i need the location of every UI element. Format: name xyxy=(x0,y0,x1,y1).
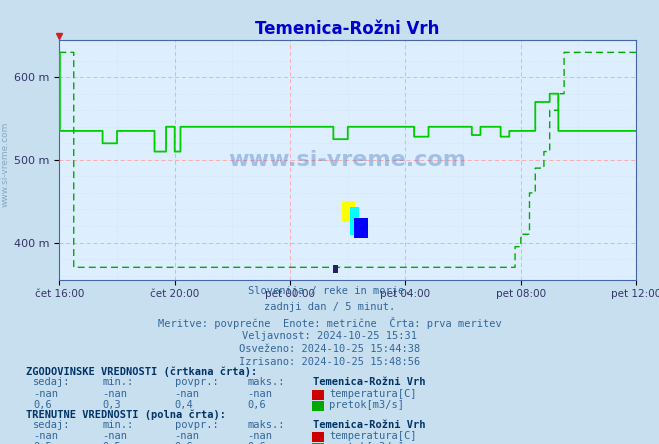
Text: TRENUTNE VREDNOSTI (polna črta):: TRENUTNE VREDNOSTI (polna črta): xyxy=(26,409,226,420)
Text: 0,5: 0,5 xyxy=(33,442,51,444)
Text: Meritve: povprečne  Enote: metrične  Črta: prva meritev: Meritve: povprečne Enote: metrične Črta:… xyxy=(158,317,501,329)
Text: Temenica-Rožni Vrh: Temenica-Rožni Vrh xyxy=(313,420,426,430)
Text: -nan: -nan xyxy=(33,388,58,399)
Text: povpr.:: povpr.: xyxy=(175,420,218,430)
Text: -nan: -nan xyxy=(33,431,58,441)
Text: 0,3: 0,3 xyxy=(102,400,121,410)
Text: -nan: -nan xyxy=(247,431,272,441)
Text: pretok[m3/s]: pretok[m3/s] xyxy=(330,400,405,410)
Text: -nan: -nan xyxy=(175,431,200,441)
Text: www.si-vreme.com: www.si-vreme.com xyxy=(1,122,10,207)
Text: www.si-vreme.com: www.si-vreme.com xyxy=(229,150,467,170)
Text: maks.:: maks.: xyxy=(247,377,285,388)
Text: sedaj:: sedaj: xyxy=(33,377,71,388)
Text: Temenica-Rožni Vrh: Temenica-Rožni Vrh xyxy=(313,377,426,388)
Text: min.:: min.: xyxy=(102,420,133,430)
Text: 0,6: 0,6 xyxy=(247,400,266,410)
Text: min.:: min.: xyxy=(102,377,133,388)
Title: Temenica-Rožni Vrh: Temenica-Rožni Vrh xyxy=(256,20,440,38)
Bar xyxy=(353,218,368,238)
Bar xyxy=(350,207,358,235)
Text: -nan: -nan xyxy=(175,388,200,399)
Text: 0,4: 0,4 xyxy=(175,400,193,410)
Text: 0,6: 0,6 xyxy=(33,400,51,410)
Text: Slovenija / reke in morje.: Slovenija / reke in morje. xyxy=(248,286,411,297)
Text: Osveženo: 2024-10-25 15:44:38: Osveženo: 2024-10-25 15:44:38 xyxy=(239,344,420,354)
Text: ZGODOVINSKE VREDNOSTI (črtkana črta):: ZGODOVINSKE VREDNOSTI (črtkana črta): xyxy=(26,366,258,377)
Bar xyxy=(333,265,337,273)
Text: temperatura[C]: temperatura[C] xyxy=(330,431,417,441)
Text: temperatura[C]: temperatura[C] xyxy=(330,388,417,399)
Text: 0,5: 0,5 xyxy=(102,442,121,444)
Text: pretok[m3/s]: pretok[m3/s] xyxy=(330,442,405,444)
Text: 0,6: 0,6 xyxy=(247,442,266,444)
Text: maks.:: maks.: xyxy=(247,420,285,430)
Text: 0,6: 0,6 xyxy=(175,442,193,444)
Text: -nan: -nan xyxy=(102,388,127,399)
Text: -nan: -nan xyxy=(247,388,272,399)
Text: -nan: -nan xyxy=(102,431,127,441)
Text: sedaj:: sedaj: xyxy=(33,420,71,430)
Text: povpr.:: povpr.: xyxy=(175,377,218,388)
Text: zadnji dan / 5 minut.: zadnji dan / 5 minut. xyxy=(264,302,395,312)
Text: Izrisano: 2024-10-25 15:48:56: Izrisano: 2024-10-25 15:48:56 xyxy=(239,357,420,368)
Text: Veljavnost: 2024-10-25 15:31: Veljavnost: 2024-10-25 15:31 xyxy=(242,331,417,341)
Bar xyxy=(342,201,355,222)
